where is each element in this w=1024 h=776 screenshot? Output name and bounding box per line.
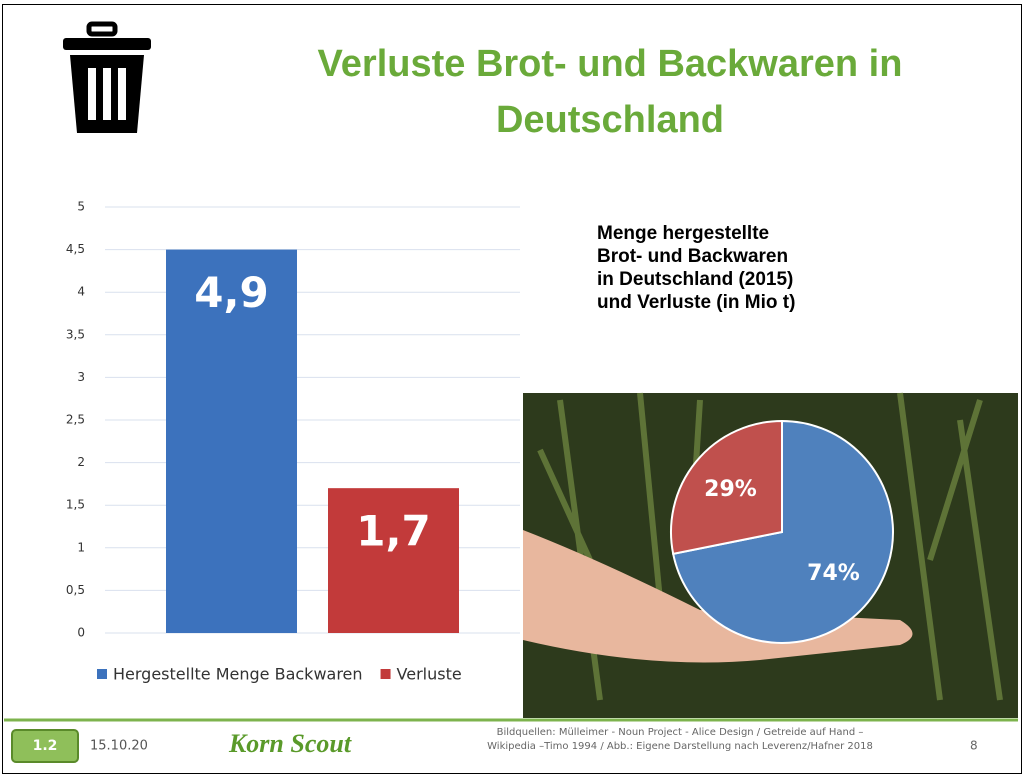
section-number: 1.2 [33,738,58,754]
trash-icon [63,24,151,133]
y-tick-label: 1,5 [66,498,85,512]
y-tick-label: 3,5 [66,327,85,341]
y-tick-label: 5 [77,200,85,214]
chart: 1.2 15.10.20 Korn Scout 8 0 0,5 1 1,5 2 2,5 3 3… [0,0,1024,776]
slide: Verluste Brot- und Backwaren in Deutschl… [0,0,1024,776]
logo: Korn Scout [228,729,352,758]
y-tick-label: 1 [77,540,85,554]
legend-label: Hergestellte Menge Backwaren [113,665,363,684]
page-number: 8 [970,739,978,753]
y-tick-label: 0 [77,626,85,640]
y-tick-label: 4,5 [66,242,85,256]
y-tick-label: 0,5 [66,583,85,597]
date: 15.10.20 [90,739,148,754]
pie-title: Menge hergestellte Brot- und Backwaren i… [597,222,795,314]
legend-swatch [381,669,391,679]
y-tick-label: 3 [77,370,85,384]
y-tick-label: 2 [77,455,85,469]
y-tick-label: 4 [77,285,85,299]
bar-annotation: 1,7 [356,507,430,556]
legend-swatch [97,669,107,679]
pie-label: 74% [807,561,860,586]
bar-annotation: 4,9 [194,268,268,317]
sources: Bildquellen: Mülleimer - Noun Project - … [440,726,920,754]
legend-label: Verluste [397,665,462,684]
y-tick-label: 2,5 [66,413,85,427]
pie-label: 29% [704,477,757,502]
